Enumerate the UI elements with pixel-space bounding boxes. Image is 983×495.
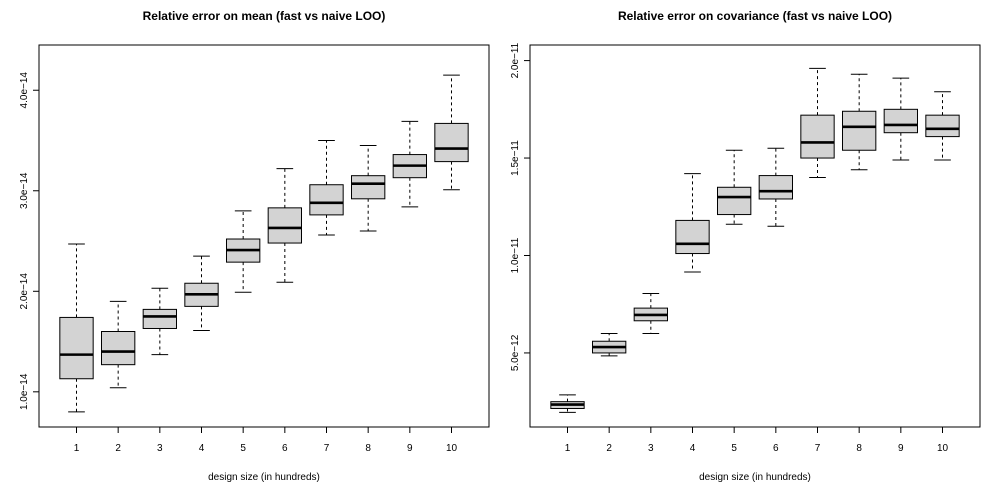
x-tick-label: 1 <box>565 443 571 454</box>
x-tick-label: 6 <box>773 443 779 454</box>
x-tick-label: 2 <box>606 443 612 454</box>
x-tick-label: 6 <box>282 443 288 454</box>
x-tick-label: 8 <box>365 443 371 454</box>
x-tick-label: 3 <box>648 443 654 454</box>
x-tick-label: 5 <box>731 443 737 454</box>
chart-panel-2: Relative error on covariance (fast vs na… <box>510 9 981 483</box>
box-body <box>434 122 469 163</box>
box-body <box>800 114 835 159</box>
box-4 <box>184 255 219 331</box>
x-tick-label: 4 <box>199 443 205 454</box>
x-tick-label: 9 <box>407 443 413 454</box>
x-axis-label: design size (in hundreds) <box>699 472 811 483</box>
x-tick-label: 3 <box>157 443 163 454</box>
box-5 <box>226 210 261 293</box>
box-9 <box>392 120 427 208</box>
box-body <box>267 207 302 244</box>
box-2 <box>101 300 136 389</box>
x-tick-label: 7 <box>815 443 821 454</box>
y-tick-label: 5.0e−12 <box>510 334 521 371</box>
x-tick-label: 4 <box>690 443 696 454</box>
box-7 <box>800 67 835 179</box>
y-tick-label: 1.5e−11 <box>510 140 521 176</box>
box-5 <box>717 149 752 225</box>
box-4 <box>675 173 710 273</box>
box-10 <box>434 74 469 191</box>
box-body <box>59 316 94 380</box>
chart-panel-1: Relative error on mean (fast vs naive LO… <box>19 9 490 483</box>
box-body <box>309 184 344 216</box>
x-tick-label: 10 <box>937 443 949 454</box>
y-tick-label: 2.0e−14 <box>19 273 30 310</box>
box-1 <box>59 243 94 413</box>
box-3 <box>633 292 669 334</box>
box-6 <box>267 168 302 283</box>
box-9 <box>883 77 919 161</box>
x-tick-label: 10 <box>446 443 458 454</box>
box-8 <box>351 145 386 232</box>
y-tick-label: 2.0e−11 <box>510 42 521 78</box>
box-body <box>675 219 710 255</box>
box-6 <box>758 147 794 227</box>
box-10 <box>925 91 960 161</box>
y-tick-label: 1.0e−14 <box>19 373 30 410</box>
x-tick-label: 2 <box>115 443 121 454</box>
box-body <box>842 110 877 151</box>
x-tick-label: 5 <box>240 443 246 454</box>
box-body <box>925 114 960 138</box>
x-tick-label: 8 <box>856 443 862 454</box>
y-tick-label: 3.0e−14 <box>19 172 30 209</box>
box-body <box>717 186 752 216</box>
y-tick-label: 1.0e−11 <box>510 237 521 273</box>
box-body <box>883 108 919 134</box>
box-8 <box>842 73 877 171</box>
box-2 <box>592 332 627 357</box>
box-body <box>101 331 136 366</box>
box-body <box>142 308 178 329</box>
x-tick-label: 7 <box>324 443 330 454</box>
box-1 <box>550 394 585 413</box>
box-3 <box>142 287 178 356</box>
x-tick-label: 9 <box>898 443 904 454</box>
plot-frame <box>38 44 490 428</box>
box-body <box>758 175 794 200</box>
box-body <box>351 175 386 200</box>
x-tick-label: 1 <box>74 443 80 454</box>
box-7 <box>309 140 344 236</box>
x-axis-label: design size (in hundreds) <box>208 472 320 483</box>
chart-title: Relative error on mean (fast vs naive LO… <box>143 9 386 23</box>
plot-frame <box>529 44 981 428</box>
chart-title: Relative error on covariance (fast vs na… <box>618 9 892 23</box>
y-tick-label: 4.0e−14 <box>19 72 30 109</box>
